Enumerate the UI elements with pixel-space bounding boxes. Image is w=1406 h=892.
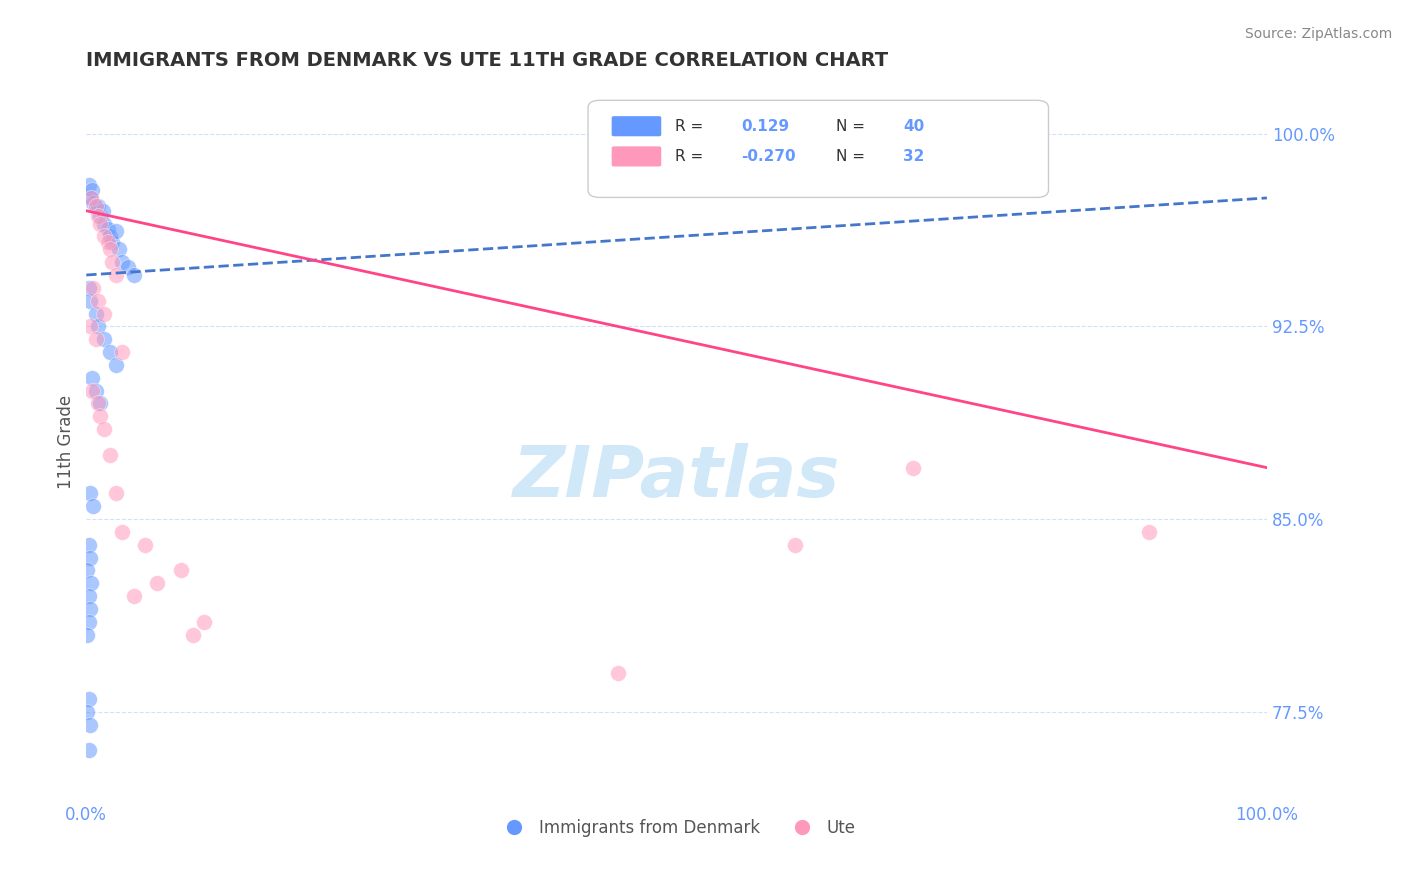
Point bbox=[91, 203, 114, 218]
Text: Source: ZipAtlas.com: Source: ZipAtlas.com bbox=[1244, 27, 1392, 41]
Point bbox=[146, 576, 169, 591]
Point bbox=[79, 550, 101, 565]
Point bbox=[82, 183, 104, 197]
Point bbox=[77, 743, 100, 757]
Point bbox=[93, 306, 115, 320]
Point bbox=[77, 178, 100, 193]
Point bbox=[96, 235, 118, 249]
Point bbox=[82, 499, 104, 513]
Point bbox=[84, 332, 107, 346]
Text: R =: R = bbox=[675, 119, 703, 134]
Point bbox=[87, 319, 110, 334]
Point bbox=[117, 260, 139, 275]
Point bbox=[76, 705, 98, 719]
Text: N =: N = bbox=[837, 149, 865, 164]
Point bbox=[134, 538, 156, 552]
Point bbox=[77, 589, 100, 603]
FancyBboxPatch shape bbox=[612, 146, 661, 167]
Text: 32: 32 bbox=[903, 149, 925, 164]
Point bbox=[98, 345, 121, 359]
Text: 0.129: 0.129 bbox=[741, 119, 790, 134]
Point bbox=[80, 191, 103, 205]
Point bbox=[111, 345, 134, 359]
Point bbox=[77, 538, 100, 552]
Point bbox=[93, 332, 115, 346]
Point bbox=[111, 524, 134, 539]
Text: IMMIGRANTS FROM DENMARK VS UTE 11TH GRADE CORRELATION CHART: IMMIGRANTS FROM DENMARK VS UTE 11TH GRAD… bbox=[86, 51, 889, 70]
Point bbox=[104, 224, 127, 238]
Point bbox=[93, 229, 115, 244]
Point bbox=[89, 409, 111, 424]
Point bbox=[76, 627, 98, 641]
FancyBboxPatch shape bbox=[612, 116, 661, 136]
Point bbox=[84, 384, 107, 398]
Point bbox=[122, 268, 145, 282]
Point bbox=[79, 602, 101, 616]
Point bbox=[84, 306, 107, 320]
Point bbox=[82, 196, 104, 211]
Point bbox=[181, 627, 204, 641]
Point bbox=[111, 255, 134, 269]
Point bbox=[79, 486, 101, 500]
Point bbox=[79, 293, 101, 308]
Point bbox=[82, 281, 104, 295]
Text: N =: N = bbox=[837, 119, 865, 134]
Point bbox=[89, 209, 111, 223]
Point bbox=[87, 293, 110, 308]
Legend: Immigrants from Denmark, Ute: Immigrants from Denmark, Ute bbox=[491, 813, 862, 844]
Point bbox=[101, 235, 124, 249]
Point bbox=[93, 422, 115, 436]
Text: 40: 40 bbox=[903, 119, 925, 134]
Point bbox=[98, 242, 121, 256]
Point bbox=[101, 255, 124, 269]
Text: R =: R = bbox=[675, 149, 703, 164]
Point bbox=[170, 563, 193, 577]
Point bbox=[87, 396, 110, 410]
Point bbox=[77, 691, 100, 706]
Point bbox=[104, 358, 127, 372]
Point bbox=[79, 717, 101, 731]
Point bbox=[122, 589, 145, 603]
Text: -0.270: -0.270 bbox=[741, 149, 796, 164]
Point bbox=[606, 666, 628, 681]
Point bbox=[76, 563, 98, 577]
Point bbox=[104, 486, 127, 500]
Point bbox=[783, 538, 806, 552]
Point bbox=[84, 199, 107, 213]
Point bbox=[193, 615, 215, 629]
Point bbox=[77, 615, 100, 629]
Point bbox=[80, 576, 103, 591]
Text: ZIPatlas: ZIPatlas bbox=[513, 443, 841, 512]
Point bbox=[77, 281, 100, 295]
Point bbox=[1137, 524, 1160, 539]
Point bbox=[87, 209, 110, 223]
Point bbox=[901, 460, 924, 475]
FancyBboxPatch shape bbox=[588, 100, 1049, 197]
Y-axis label: 11th Grade: 11th Grade bbox=[58, 395, 75, 489]
Point bbox=[98, 448, 121, 462]
Point bbox=[80, 191, 103, 205]
Point bbox=[96, 221, 118, 235]
Point bbox=[108, 242, 131, 256]
Point bbox=[82, 384, 104, 398]
Point bbox=[87, 199, 110, 213]
Point bbox=[82, 370, 104, 384]
Point bbox=[104, 268, 127, 282]
Point bbox=[98, 229, 121, 244]
Point bbox=[93, 217, 115, 231]
Point bbox=[89, 396, 111, 410]
Point bbox=[89, 217, 111, 231]
Point bbox=[79, 319, 101, 334]
